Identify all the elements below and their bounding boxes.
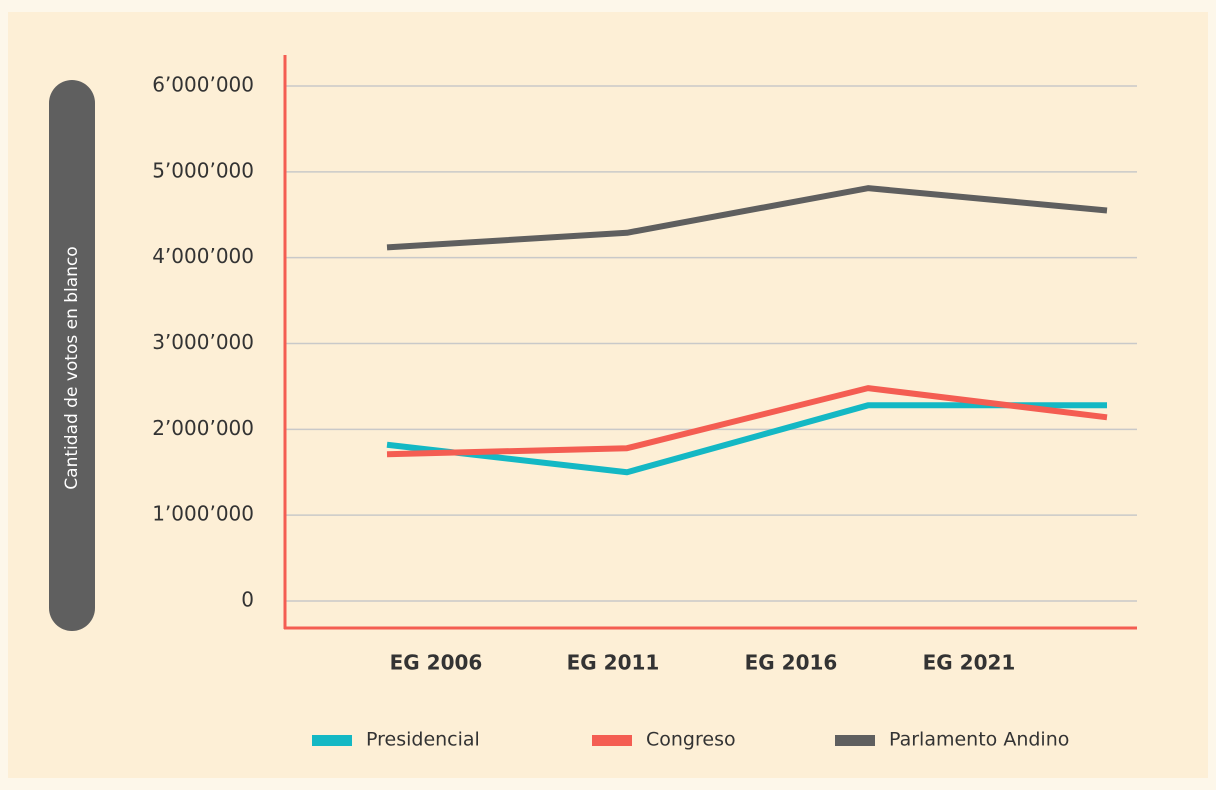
legend-swatch: [592, 735, 632, 746]
y-axis-label: Cantidad de votos en blanco: [62, 246, 82, 489]
legend-label: Parlamento Andino: [889, 729, 1069, 751]
x-tick-label: EG 2016: [745, 651, 838, 675]
legend-label: Presidencial: [366, 729, 480, 751]
legend-swatch: [312, 735, 352, 746]
series-line: [386, 185, 1108, 251]
legend-swatch: [835, 735, 875, 746]
y-tick-label: 6’000’000: [152, 73, 254, 97]
y-tick-label: 5’000’000: [152, 158, 254, 182]
y-tick-label: 2’000’000: [152, 416, 254, 440]
y-tick-label: 0: [241, 588, 254, 612]
panel: [8, 12, 1208, 778]
x-tick-label: EG 2021: [923, 651, 1016, 675]
x-tick-label: EG 2011: [567, 651, 660, 675]
series-line: [386, 385, 1108, 458]
y-tick-label: 1’000’000: [152, 502, 254, 526]
legend-label: Congreso: [646, 729, 736, 751]
y-label-pill: [49, 80, 95, 631]
x-tick-label: EG 2006: [390, 651, 483, 675]
y-tick-label: 3’000’000: [152, 330, 254, 354]
y-tick-label: 4’000’000: [152, 244, 254, 268]
